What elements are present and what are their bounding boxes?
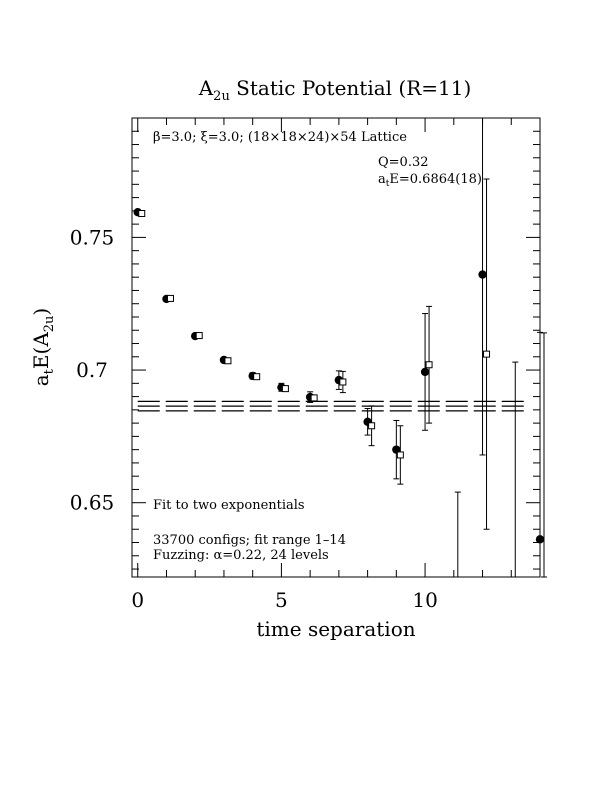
y-axis-label-sub1: t (42, 368, 57, 374)
square-point (138, 210, 146, 218)
chart-title-sub: 2u (213, 89, 230, 104)
square-point (310, 394, 318, 402)
q-annotation: Q=0.32 (378, 155, 429, 170)
square-point (253, 373, 261, 381)
fuzzing-annotation: Fuzzing: α=0.22, 24 levels (153, 548, 329, 563)
square-point (281, 385, 289, 393)
y-axis-label-sub2: 2u (42, 316, 57, 333)
circle-point (535, 535, 545, 544)
fit-annotation: Fit to two exponentials (153, 498, 305, 513)
x-tick-label: 10 (412, 588, 437, 612)
square-point (339, 378, 347, 386)
square-point (195, 332, 203, 340)
chart-title-rest: Static Potential (R=11) (230, 76, 471, 100)
square-point (483, 350, 491, 358)
circle-point (420, 367, 430, 377)
y-tick-label: 0.75 (70, 225, 115, 249)
square-point (425, 361, 433, 369)
y-axis-label-end: ) (29, 308, 53, 316)
energy-annotation-sub: t (386, 179, 390, 189)
square-point (166, 294, 174, 302)
y-tick-label: 0.7 (76, 358, 108, 382)
y-axis-label-mid: E(A (29, 332, 53, 369)
x-axis-label: time separation (256, 617, 415, 641)
circle-point (478, 270, 487, 279)
energy-annotation-rest: E=0.6864(18) (389, 172, 482, 187)
x-tick-label: 5 (275, 588, 288, 612)
lattice-annotation: β=3.0; ξ=3.0; (18×18×24)×54 Lattice (153, 130, 407, 145)
fit-band (137, 400, 526, 412)
square-point (368, 422, 376, 430)
energy-annotation-base: a (378, 172, 386, 187)
square-point (396, 451, 404, 459)
configs-annotation: 33700 configs; fit range 1–14 (153, 533, 346, 548)
y-tick-label: 0.65 (70, 491, 115, 515)
x-tick-label: 0 (131, 588, 144, 612)
tick-labels: 0 5 10 0.65 0.7 0.75 (70, 225, 438, 612)
energy-annotation: atE=0.6864(18) (378, 172, 482, 189)
chart-title: A2u Static Potential (R=11) (198, 76, 472, 104)
data-points (133, 118, 547, 578)
square-point (224, 357, 232, 365)
chart-title-base: A (198, 76, 214, 100)
axis-ticks (132, 117, 541, 577)
y-axis-label: atE(A2u) (29, 308, 57, 387)
y-axis-label-base: a (29, 374, 53, 386)
